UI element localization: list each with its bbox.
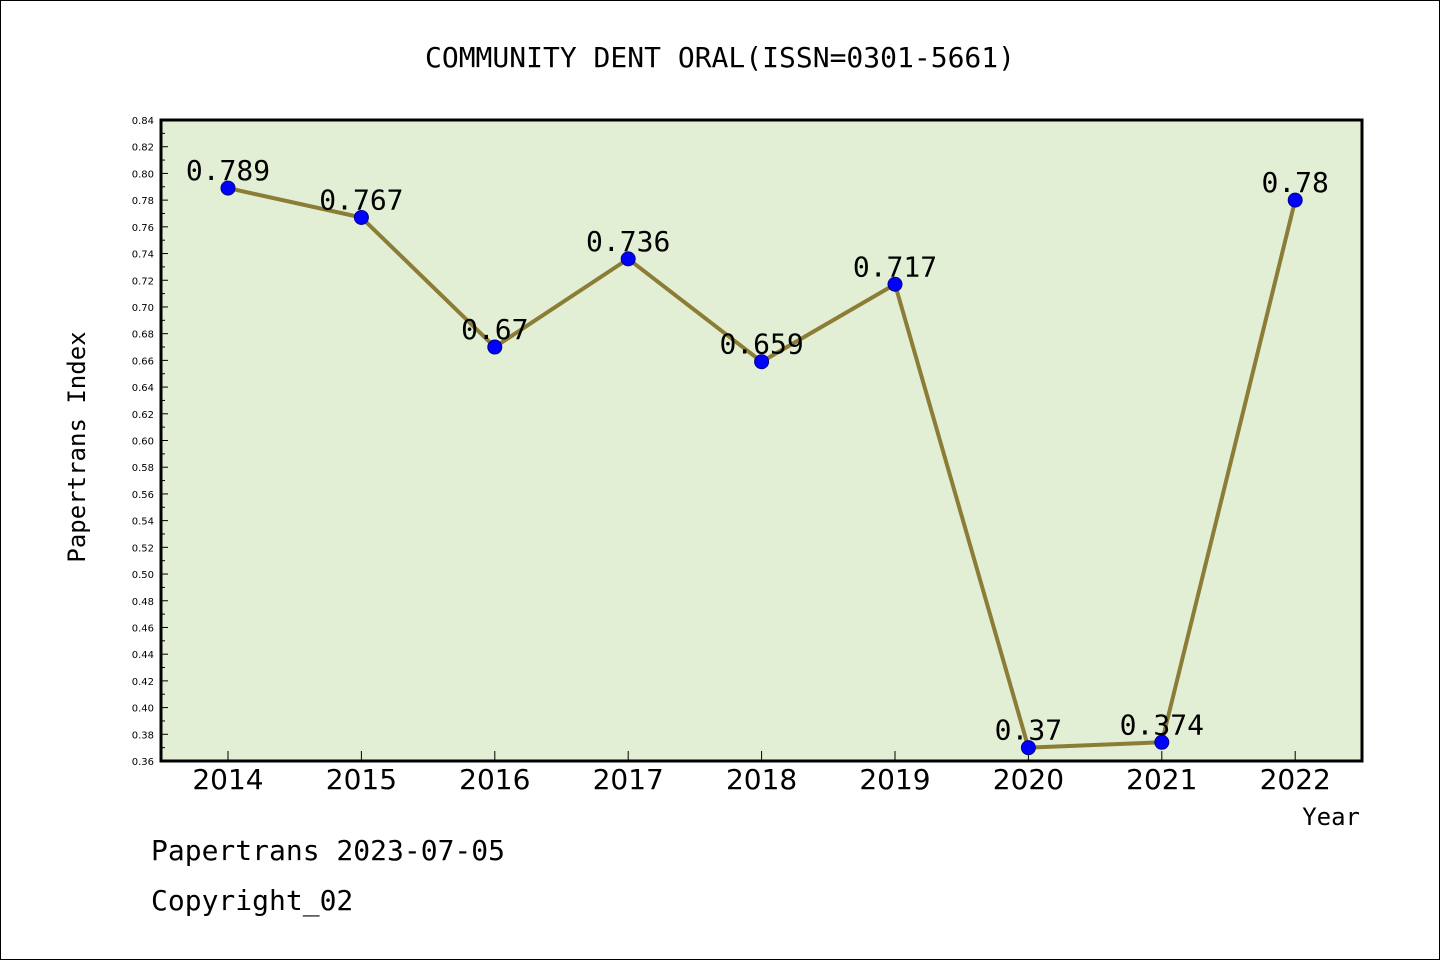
y-tick-label: 0.72 [132, 276, 154, 287]
data-point-label: 0.659 [719, 328, 803, 361]
data-point-marker [620, 251, 636, 267]
y-tick-label: 0.56 [132, 490, 154, 501]
y-tick-label: 0.84 [132, 116, 154, 127]
y-tick-label: 0.40 [132, 704, 154, 715]
y-tick-label: 0.80 [132, 169, 154, 180]
data-point-label: 0.37 [995, 714, 1062, 747]
x-axis-title: Year [1302, 803, 1360, 831]
y-tick-label: 0.44 [132, 650, 154, 661]
y-tick-label: 0.42 [132, 677, 154, 688]
x-tick-label: 2019 [859, 763, 930, 796]
data-label-group: 0.789 0.767 0.67 0.736 0.659 0.717 0.37 0.374 0.… [186, 154, 1329, 747]
data-point-label: 0.717 [853, 250, 937, 283]
data-point-label: 0.78 [1261, 166, 1328, 199]
y-tick-label: 0.68 [132, 330, 154, 341]
plot-area [159, 118, 1364, 763]
x-tick-label: 2014 [192, 763, 263, 796]
y-tick-label: 0.64 [132, 383, 154, 394]
y-tick-label: 0.78 [132, 196, 154, 207]
data-point-marker [754, 354, 770, 370]
x-tick-label: 2018 [726, 763, 797, 796]
y-tick-label: 0.74 [132, 250, 154, 261]
y-tick-label: 0.36 [132, 757, 154, 768]
data-point-marker [220, 180, 236, 196]
series-group [220, 180, 1303, 756]
y-axis: 0.36 0.38 0.40 0.42 0.44 0.46 0.48 0.50 0.52 0.54… [132, 116, 168, 768]
x-tick-label: 2021 [1126, 763, 1197, 796]
data-point-marker [887, 276, 903, 292]
y-tick-label: 0.70 [132, 303, 154, 314]
y-tick-label: 0.76 [132, 223, 154, 234]
x-tick-label: 2017 [593, 763, 664, 796]
data-point-marker [1287, 192, 1303, 208]
y-tick-label: 0.62 [132, 410, 154, 421]
x-tick-label: 2022 [1260, 763, 1331, 796]
x-tick-label: 2015 [326, 763, 397, 796]
data-point-marker [487, 339, 503, 355]
y-tick-label: 0.60 [132, 437, 154, 448]
data-point-label: 0.67 [461, 313, 528, 346]
data-point-label: 0.736 [586, 225, 670, 258]
footer-copyright: Copyright_02 [151, 884, 354, 917]
y-tick-label: 0.54 [132, 517, 154, 528]
data-point-marker [353, 209, 369, 225]
data-point-label: 0.767 [319, 183, 403, 216]
y-tick-label: 0.50 [132, 570, 154, 581]
y-tick-label: 0.38 [132, 730, 154, 741]
y-tick-label: 0.46 [132, 623, 154, 634]
data-point-marker [1154, 734, 1170, 750]
y-axis-title: Papertrans Index [63, 331, 91, 562]
data-point-label: 0.374 [1120, 708, 1204, 741]
y-tick-label: 0.58 [132, 463, 154, 474]
x-tick-label: 2020 [993, 763, 1064, 796]
x-tick-label: 2016 [459, 763, 530, 796]
y-tick-label: 0.66 [132, 356, 154, 367]
data-point-label: 0.789 [186, 154, 270, 187]
chart-title: COMMUNITY DENT ORAL(ISSN=0301-5661) [425, 41, 1015, 74]
footer-date: Papertrans 2023-07-05 [151, 834, 506, 867]
y-tick-label: 0.52 [132, 543, 154, 554]
y-tick-label: 0.48 [132, 597, 154, 608]
data-point-marker [1020, 740, 1036, 756]
y-tick-label: 0.82 [132, 143, 154, 154]
x-axis: 2014 2015 2016 2017 2018 2019 2020 2021 2022 [192, 751, 1331, 796]
